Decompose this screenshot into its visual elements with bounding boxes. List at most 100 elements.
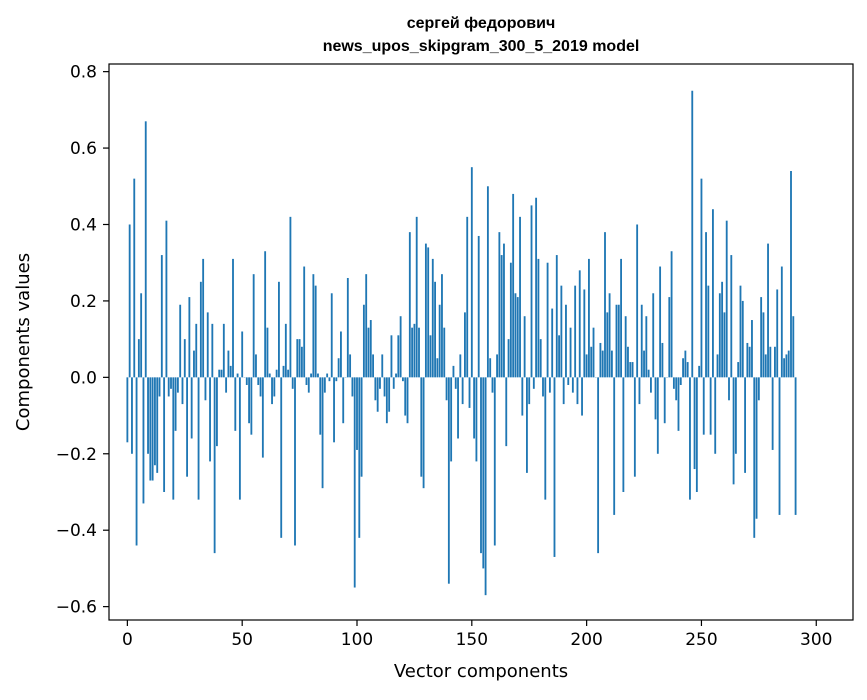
bar <box>377 377 379 411</box>
bar <box>567 377 569 385</box>
bar <box>356 377 358 450</box>
bar <box>221 370 223 378</box>
bar <box>184 339 186 377</box>
bar <box>735 377 737 453</box>
bar <box>549 377 551 392</box>
bar <box>613 377 615 515</box>
bar <box>175 377 177 431</box>
bar <box>535 198 537 378</box>
bar <box>505 377 507 446</box>
bar <box>655 377 657 419</box>
bar <box>698 366 700 377</box>
bar <box>694 377 696 469</box>
bar <box>260 377 262 396</box>
bar <box>411 328 413 378</box>
bar <box>622 377 624 492</box>
bar <box>586 354 588 377</box>
bar <box>434 282 436 378</box>
bar <box>496 354 498 377</box>
bar <box>324 377 326 392</box>
bar <box>413 324 415 378</box>
bar <box>471 167 473 377</box>
y-axis-label: Components values <box>13 253 34 431</box>
bar <box>788 351 790 378</box>
bar <box>418 328 420 378</box>
bar <box>182 377 184 404</box>
bar <box>707 286 709 378</box>
bar <box>696 377 698 492</box>
bar <box>682 358 684 377</box>
bar <box>703 377 705 434</box>
bar <box>165 221 167 378</box>
bar <box>687 362 689 377</box>
bar <box>620 259 622 377</box>
bar <box>790 171 792 377</box>
bar <box>365 274 367 377</box>
bar <box>795 377 797 515</box>
bar <box>179 305 181 378</box>
bar <box>423 377 425 488</box>
bar <box>278 282 280 378</box>
bar <box>230 366 232 377</box>
bar <box>214 377 216 553</box>
bar <box>439 305 441 378</box>
bar <box>565 305 567 378</box>
bar <box>691 91 693 378</box>
bar <box>664 377 666 423</box>
x-tick-label: 0 <box>122 630 133 650</box>
bar <box>485 377 487 595</box>
bar <box>668 297 670 377</box>
bar <box>583 289 585 377</box>
bar <box>517 297 519 377</box>
y-tick-label: 0.2 <box>70 292 97 312</box>
bar <box>645 316 647 377</box>
bar <box>349 354 351 377</box>
bar <box>315 286 317 378</box>
bar <box>675 377 677 400</box>
bar <box>758 377 760 400</box>
bar <box>579 270 581 377</box>
bar <box>168 377 170 396</box>
bar <box>710 377 712 434</box>
bar <box>521 377 523 415</box>
bar <box>512 194 514 377</box>
bar <box>427 247 429 377</box>
bar <box>590 347 592 378</box>
bar <box>740 286 742 378</box>
bar <box>273 377 275 396</box>
bar <box>329 377 331 381</box>
bar <box>404 377 406 415</box>
bar <box>133 179 135 378</box>
bar <box>264 251 266 377</box>
bar <box>303 267 305 378</box>
bar <box>149 377 151 480</box>
bar <box>195 324 197 378</box>
bar <box>570 328 572 378</box>
bar <box>147 377 149 453</box>
bar <box>161 255 163 377</box>
bar <box>599 343 601 377</box>
bar <box>519 217 521 377</box>
bar <box>671 251 673 377</box>
bar <box>326 374 328 378</box>
bar <box>145 121 147 377</box>
bar <box>391 335 393 377</box>
bar <box>156 377 158 473</box>
y-axis-ticks: −0.6−0.4−0.20.00.20.40.60.8 <box>56 63 109 618</box>
bar <box>271 377 273 404</box>
bar <box>609 293 611 377</box>
bar <box>338 358 340 377</box>
bar <box>384 377 386 396</box>
bar <box>712 209 714 377</box>
bar <box>432 259 434 377</box>
bar <box>416 217 418 377</box>
bar <box>126 377 128 442</box>
bar <box>308 377 310 392</box>
bar <box>177 377 179 392</box>
bar <box>248 377 250 423</box>
bar <box>131 377 133 453</box>
bar <box>462 377 464 404</box>
bar <box>191 377 193 438</box>
bar <box>492 377 494 392</box>
bar <box>386 377 388 423</box>
